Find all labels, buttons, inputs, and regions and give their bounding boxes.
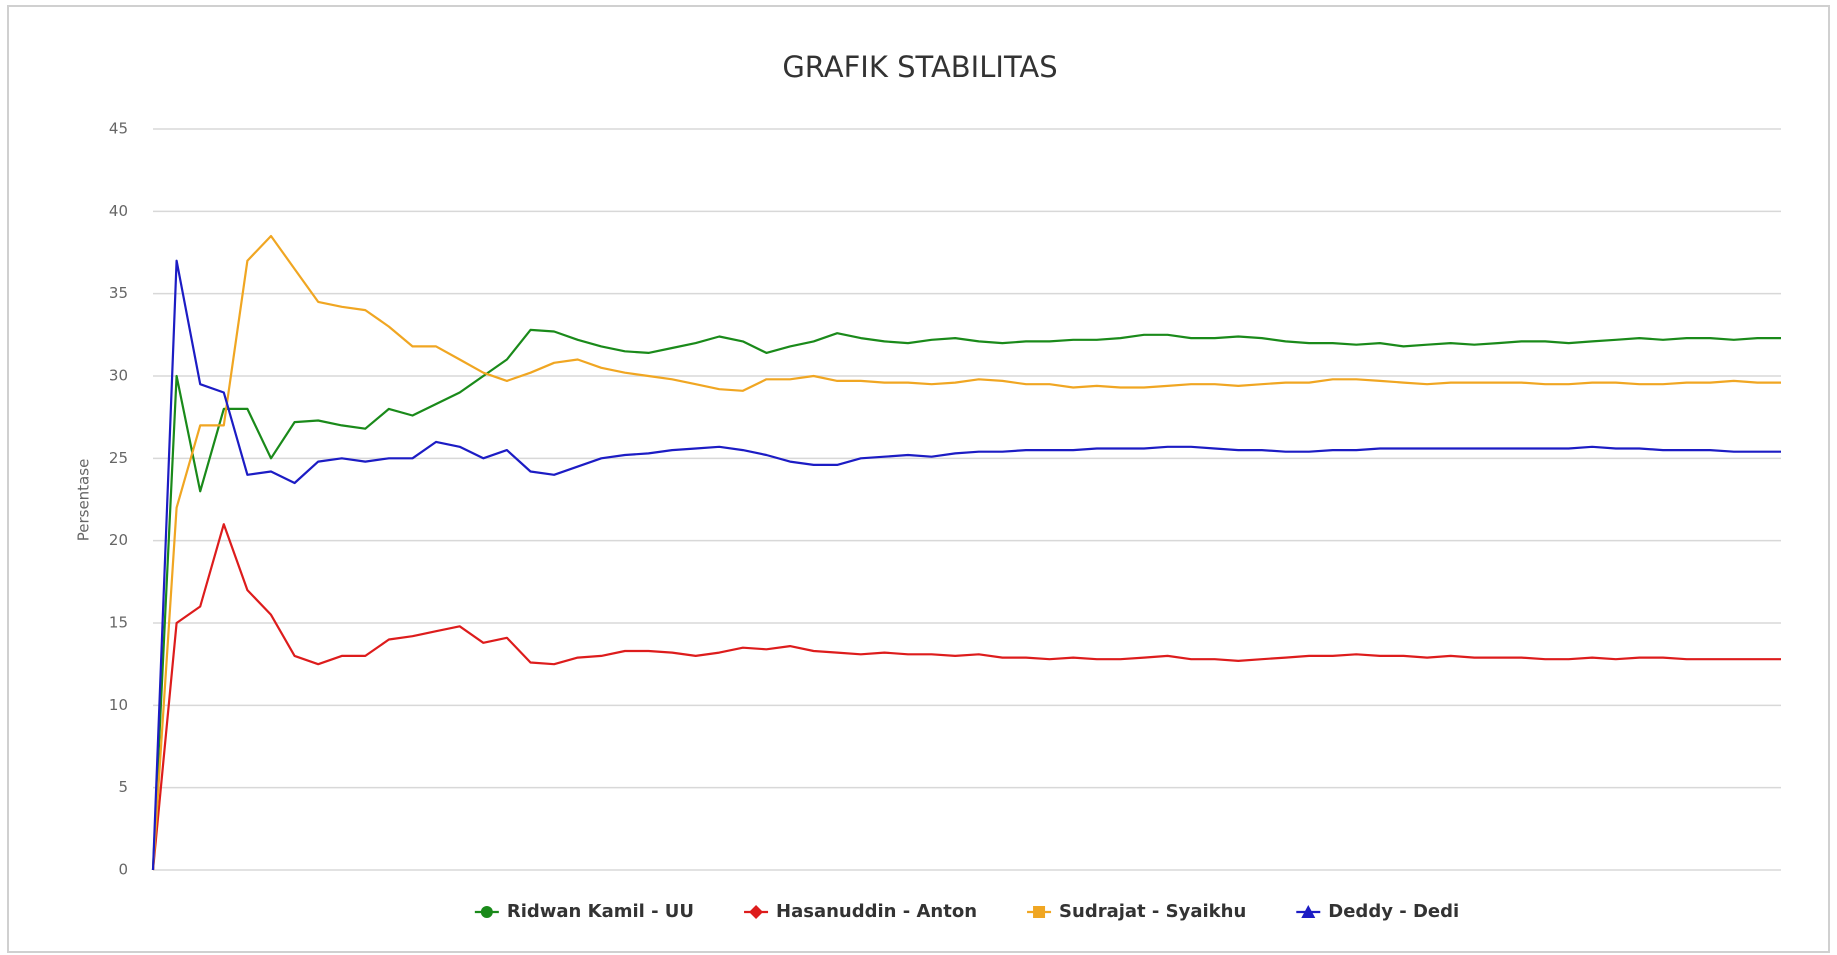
legend-marker xyxy=(1033,906,1046,918)
series-line xyxy=(151,259,1781,871)
chart-title: GRAFIK STABILITAS xyxy=(782,50,1057,84)
legend-marker xyxy=(480,906,493,918)
legend-label: Ridwan Kamil - UU xyxy=(507,901,694,922)
legend-marker xyxy=(1301,905,1316,918)
y-tick-label: 5 xyxy=(118,778,128,796)
y-tick-label: 35 xyxy=(109,284,128,302)
series-line xyxy=(151,523,1781,871)
legend-label: Sudrajat - Syaikhu xyxy=(1059,901,1246,922)
series-line xyxy=(151,328,1781,871)
y-tick-label: 10 xyxy=(109,696,128,714)
y-tick-label: 0 xyxy=(118,861,128,879)
y-tick-label: 25 xyxy=(109,449,128,467)
y-tick-label: 15 xyxy=(109,614,128,632)
y-tick-label: 45 xyxy=(109,120,128,138)
legend-label: Hasanuddin - Anton xyxy=(776,901,977,922)
y-tick-label: 20 xyxy=(109,531,128,549)
y-tick-label: 30 xyxy=(109,367,128,385)
chart-frame xyxy=(7,5,1830,953)
legend-marker xyxy=(749,905,764,919)
legend-label: Deddy - Dedi xyxy=(1328,901,1459,922)
y-axis-label: Persentase xyxy=(75,459,93,542)
series-line xyxy=(151,234,1781,871)
y-tick-label: 40 xyxy=(109,202,128,220)
